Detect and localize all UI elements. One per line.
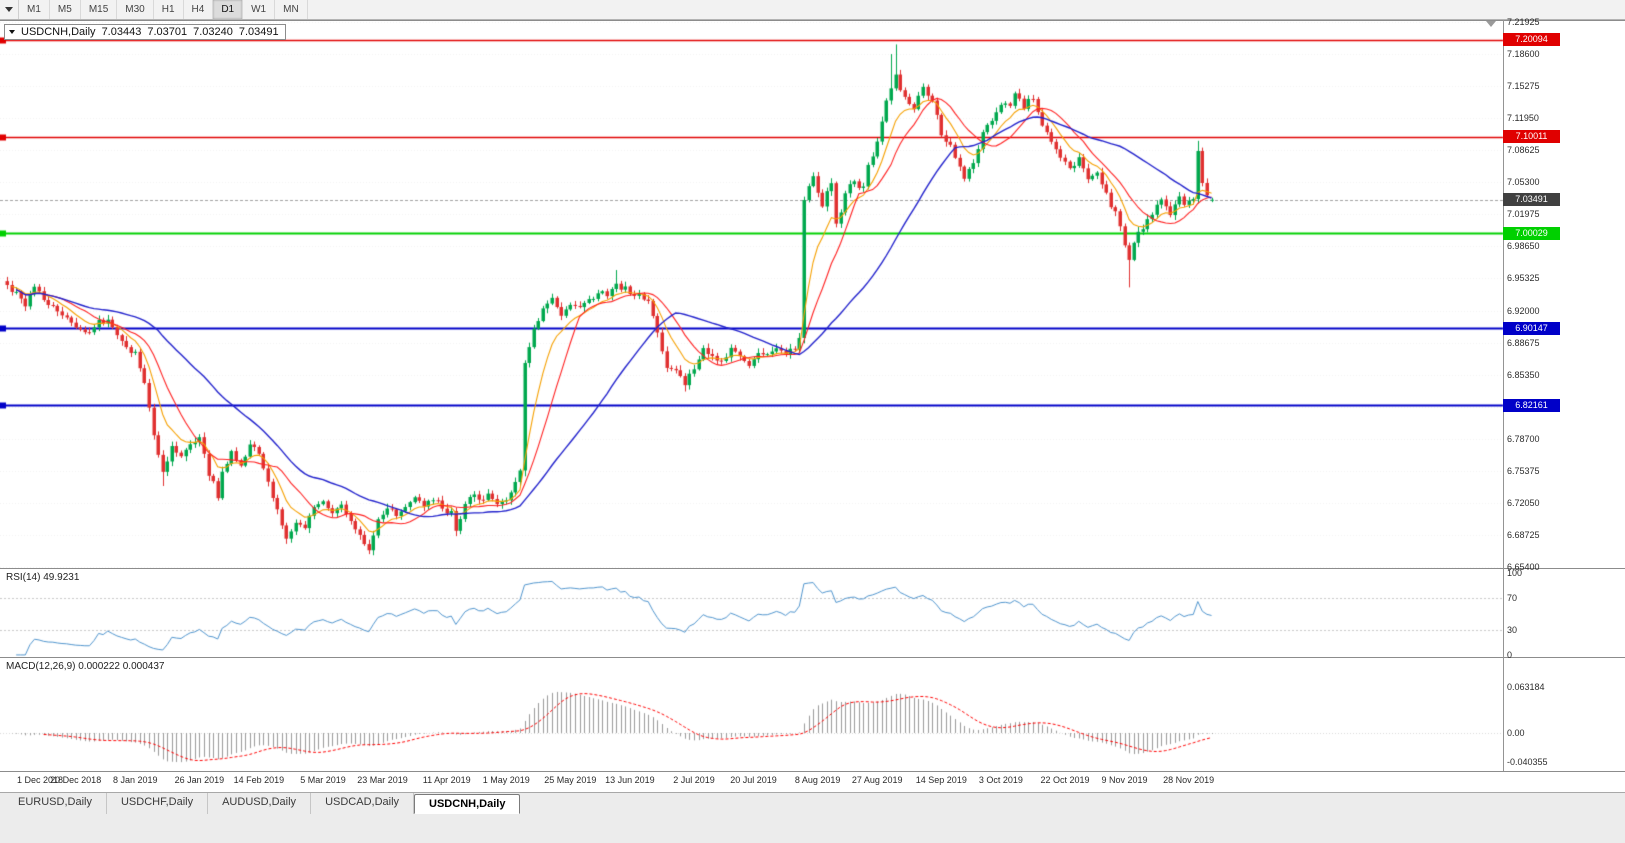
time-axis-label: 22 Oct 2019 [1040,775,1090,785]
time-axis-label: 3 Oct 2019 [978,775,1023,785]
time-axis-label: 9 Nov 2019 [1101,775,1148,785]
time-axis-label: 25 May 2019 [544,775,597,785]
timeframe-button-h4[interactable]: H4 [184,0,214,19]
price-axis-label: 6.68725 [1507,529,1540,540]
price-axis-label: 6.75375 [1507,465,1540,476]
price-axis-label: 6.98650 [1507,241,1540,252]
rsi-indicator-canvas[interactable] [0,569,1625,657]
chart-tab-bar: EURUSD,Daily USDCHF,Daily AUDUSD,Daily USDC… [0,792,1625,843]
price-axis-label: 7.08625 [1507,145,1540,156]
macd-axis-label: -0.040355 [1507,757,1548,768]
chevron-down-icon [5,7,13,12]
ohlc-close-value: 7.03491 [238,26,279,38]
timeframe-button-mn[interactable]: MN [275,0,308,19]
time-axis-label: 20 Dec 2018 [50,775,102,785]
chart-ohlc-title: USDCNH,Daily 7.03443 7.03701 7.03240 7.0… [4,24,286,40]
current-price-tag: 7.03491 [1503,193,1560,207]
rsi-axis-label: 0 [1507,650,1513,660]
chart-shift-marker-icon[interactable] [1486,21,1496,27]
time-axis-label: 1 May 2019 [482,775,530,785]
time-axis-label: 1 Dec 2018 [16,775,64,785]
main-chart-canvas[interactable] [0,20,1625,568]
tab-usdchf-daily[interactable]: USDCHF,Daily [107,793,209,814]
rsi-axis-label: 70 [1507,592,1518,603]
price-axis-label: 6.85350 [1507,369,1540,380]
timeframe-button-w1[interactable]: W1 [243,0,276,19]
time-axis-label: 14 Sep 2019 [915,775,967,785]
toolbar-chart-divider [0,20,1625,21]
price-axis-label: 7.18600 [1507,49,1540,60]
rsi-axis-label: 100 [1507,568,1523,578]
tab-usdcnh-daily[interactable]: USDCNH,Daily [414,794,521,814]
chart-symbol-label: USDCNH,Daily [21,26,96,38]
timeframe-button-m15[interactable]: M15 [81,0,118,19]
time-axis-label: 2 Jul 2019 [673,775,715,785]
time-axis-label: 8 Jan 2019 [112,775,158,785]
price-axis-label: 6.88675 [1507,337,1540,348]
chart-dropdown-button[interactable] [0,0,19,19]
timeframe-buttons: M1 M5 M15 M30 H1 H4 D1 W1 MN [19,0,308,19]
rsi-axis-label: 30 [1507,625,1518,636]
hline-price-tag[interactable]: 6.90147 [1503,321,1560,335]
price-axis-label: 6.92000 [1507,305,1540,316]
hline-price-tag[interactable]: 6.82161 [1503,398,1560,412]
tab-audusd-daily[interactable]: AUDUSD,Daily [208,793,312,814]
price-axis-label: 6.65400 [1507,562,1540,572]
chart-symbol-menu-icon [9,30,15,34]
time-axis-label: 11 Apr 2019 [422,775,471,785]
time-axis-label: 8 Aug 2019 [794,775,841,785]
time-axis-label: 27 Aug 2019 [851,775,903,785]
timeframe-button-h1[interactable]: H1 [154,0,184,19]
ohlc-open-value: 7.03443 [101,26,142,38]
price-axis-label: 6.72050 [1507,497,1540,508]
price-axis-label: 7.11950 [1507,113,1539,124]
price-axis-label: 6.78700 [1507,433,1540,444]
macd-axis-label: 0.063184 [1507,682,1545,692]
price-axis-label: 7.15275 [1507,81,1540,92]
main-rsi-divider[interactable] [0,568,1625,569]
macd-indicator-canvas[interactable] [0,658,1625,771]
macd-indicator-label: MACD(12,26,9) 0.000222 0.000437 [6,661,165,672]
time-axis-label: 14 Feb 2019 [233,775,285,785]
ohlc-high-value: 7.03701 [147,26,188,38]
tab-usdcad-daily[interactable]: USDCAD,Daily [311,793,415,814]
price-axis-label: 7.05300 [1507,177,1540,188]
hline-price-tag[interactable]: 7.20094 [1503,33,1560,47]
timeframe-button-m30[interactable]: M30 [117,0,154,19]
time-axis-label: 26 Jan 2019 [174,775,225,785]
ohlc-low-value: 7.03240 [193,26,233,38]
timeframe-button-m5[interactable]: M5 [50,0,81,19]
macd-axis-label: 0.00 [1507,728,1525,738]
timeframe-button-m1[interactable]: M1 [19,0,50,19]
timeframe-toolbar: M1 M5 M15 M30 H1 H4 D1 W1 MN [0,0,1625,20]
rsi-macd-divider[interactable] [0,657,1625,658]
time-axis-label: 20 Jul 2019 [730,775,777,785]
rsi-indicator-label: RSI(14) 49.9231 [6,572,80,583]
timeframe-button-d1[interactable]: D1 [213,0,244,19]
chart-tabs: EURUSD,Daily USDCHF,Daily AUDUSD,Daily USDC… [0,793,1625,814]
time-axis-label: 28 Nov 2019 [1163,775,1215,785]
price-axis-label: 7.01975 [1507,209,1540,220]
tab-eurusd-daily[interactable]: EURUSD,Daily [4,793,107,814]
price-axis-label: 6.95325 [1507,273,1540,284]
price-axis-divider [1503,20,1504,771]
time-axis-label: 5 Mar 2019 [300,775,346,785]
time-axis-label: 23 Mar 2019 [357,775,408,785]
price-axis-label: 7.21925 [1507,17,1540,27]
hline-price-tag[interactable]: 7.10011 [1503,130,1560,144]
macd-timeaxis-divider [0,771,1625,772]
time-axis-label: 13 Jun 2019 [605,775,655,785]
hline-price-tag[interactable]: 7.00029 [1503,226,1560,240]
